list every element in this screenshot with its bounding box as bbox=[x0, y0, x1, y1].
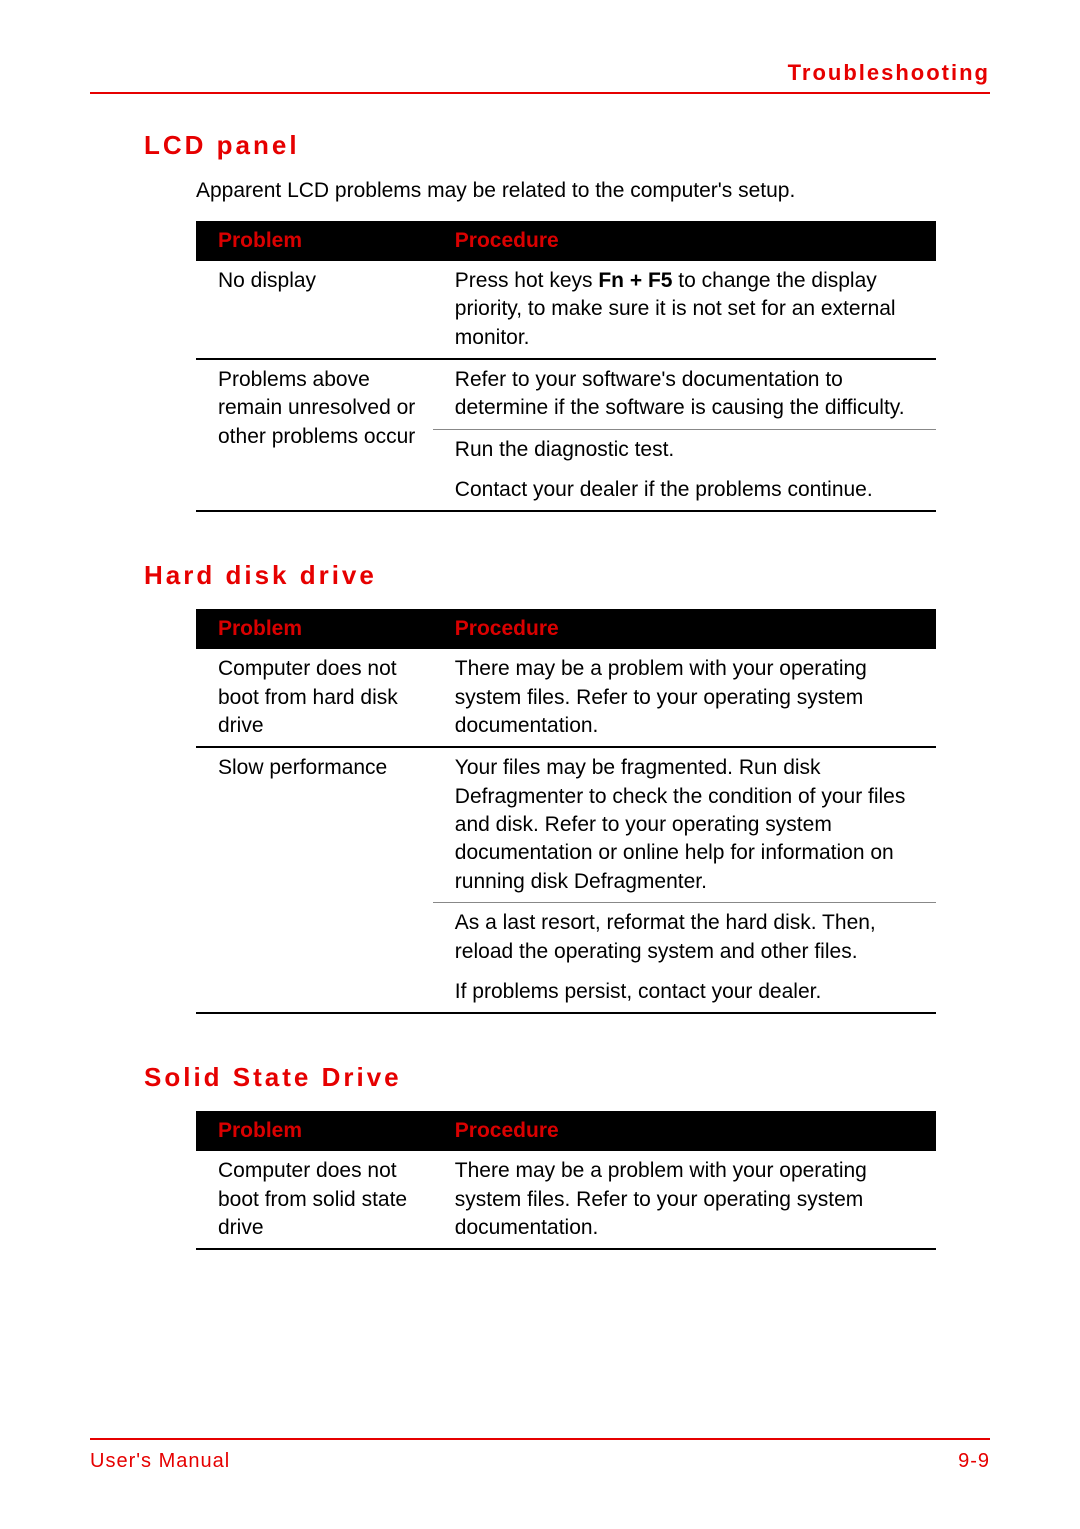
table-row: No display Press hot keys Fn + F5 to cha… bbox=[196, 261, 936, 359]
cell-procedure: Contact your dealer if the problems cont… bbox=[433, 470, 936, 511]
table-row: Problems above remain unresolved or othe… bbox=[196, 359, 936, 429]
page-footer: User's Manual 9-9 bbox=[90, 1438, 990, 1473]
cell-problem: Problems above remain unresolved or othe… bbox=[196, 359, 433, 511]
table-header-procedure: Procedure bbox=[433, 221, 936, 261]
table-lcd: Problem Procedure No display Press hot k… bbox=[196, 221, 936, 512]
section-heading-lcd: LCD panel bbox=[144, 130, 990, 161]
cell-procedure: Press hot keys Fn + F5 to change the dis… bbox=[433, 261, 936, 359]
header-rule bbox=[90, 92, 990, 94]
table-header-problem: Problem bbox=[196, 221, 433, 261]
cell-procedure: There may be a problem with your operati… bbox=[433, 1151, 936, 1249]
table-header-procedure: Procedure bbox=[433, 1111, 936, 1151]
cell-procedure: There may be a problem with your operati… bbox=[433, 649, 936, 747]
table-header-problem: Problem bbox=[196, 1111, 433, 1151]
cell-problem: Slow performance bbox=[196, 747, 433, 1013]
doc-section-label: Troubleshooting bbox=[90, 60, 990, 86]
intro-text-lcd: Apparent LCD problems may be related to … bbox=[196, 179, 990, 203]
table-header-problem: Problem bbox=[196, 609, 433, 649]
table-header-procedure: Procedure bbox=[433, 609, 936, 649]
table-row: Slow performance Your files may be fragm… bbox=[196, 747, 936, 902]
cell-procedure: Refer to your software's documentation t… bbox=[433, 359, 936, 429]
section-heading-hdd: Hard disk drive bbox=[144, 560, 990, 591]
table-row: Computer does not boot from hard disk dr… bbox=[196, 649, 936, 747]
table-row: Computer does not boot from solid state … bbox=[196, 1151, 936, 1249]
cell-procedure: Your files may be fragmented. Run disk D… bbox=[433, 747, 936, 902]
cell-procedure: Run the diagnostic test. bbox=[433, 429, 936, 470]
cell-procedure: As a last resort, reformat the hard disk… bbox=[433, 903, 936, 972]
footer-rule bbox=[90, 1438, 990, 1440]
table-ssd: Problem Procedure Computer does not boot… bbox=[196, 1111, 936, 1250]
table-hdd: Problem Procedure Computer does not boot… bbox=[196, 609, 936, 1014]
cell-problem: Computer does not boot from solid state … bbox=[196, 1151, 433, 1249]
section-heading-ssd: Solid State Drive bbox=[144, 1062, 990, 1093]
cell-problem: Computer does not boot from hard disk dr… bbox=[196, 649, 433, 747]
footer-left: User's Manual bbox=[90, 1450, 230, 1473]
cell-procedure: If problems persist, contact your dealer… bbox=[433, 972, 936, 1013]
cell-problem: No display bbox=[196, 261, 433, 359]
footer-right: 9-9 bbox=[958, 1450, 990, 1473]
